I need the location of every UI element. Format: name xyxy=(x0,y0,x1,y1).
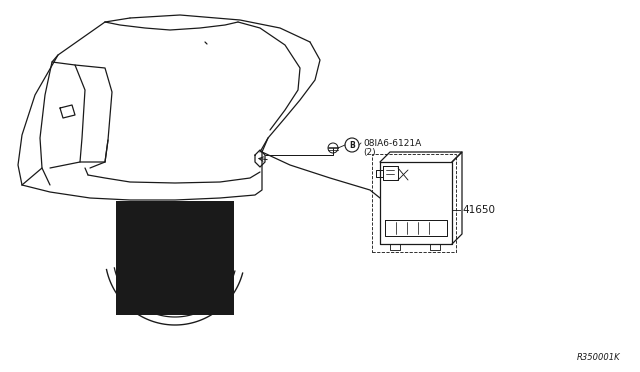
Text: 08IA6-6121A: 08IA6-6121A xyxy=(363,138,421,148)
Text: 41650: 41650 xyxy=(462,205,495,215)
Text: R350001K: R350001K xyxy=(577,353,620,362)
Bar xyxy=(372,154,456,252)
Text: B: B xyxy=(349,141,355,150)
Text: (2): (2) xyxy=(363,148,376,157)
